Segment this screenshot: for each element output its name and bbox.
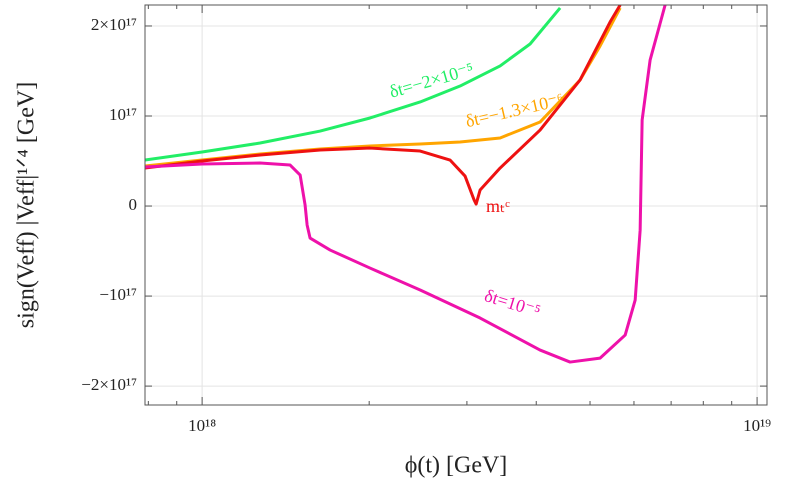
y-tick-label: 0 <box>129 195 138 214</box>
series-label: δt=−1.3×10⁻⁶ <box>464 89 566 131</box>
series-label: mₜᶜ <box>486 196 510 216</box>
plot-frame <box>144 4 768 406</box>
y-tick-label: −2×10¹⁷ <box>81 375 137 394</box>
y-tick-label: 2×10¹⁷ <box>91 15 137 34</box>
grid <box>145 5 767 405</box>
y-axis-label: sign(Veff) |Veff|¹ᐟ⁴ [GeV] <box>14 82 40 328</box>
line-series <box>145 5 667 364</box>
series-label: δt=−2×10⁻⁵ <box>387 59 476 102</box>
line-series <box>145 7 562 162</box>
x-tick-label: 10¹⁹ <box>743 416 771 435</box>
y-tick-label: −10¹⁷ <box>99 285 137 304</box>
y-tick-label: 10¹⁷ <box>109 105 137 124</box>
series-label: δt=10⁻⁵ <box>482 285 543 321</box>
line-series <box>145 5 622 206</box>
line-series <box>145 7 622 168</box>
x-axis-label: ϕ(t) [GeV] <box>405 453 508 479</box>
x-tick-label: 10¹⁸ <box>188 416 216 435</box>
curves <box>145 5 667 364</box>
